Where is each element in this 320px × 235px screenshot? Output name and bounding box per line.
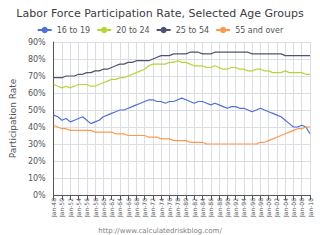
svg-text:0%: 0%	[33, 191, 46, 200]
svg-text:Jan-98: Jan-98	[257, 198, 265, 218]
svg-text:Jan-80: Jan-80	[182, 198, 190, 218]
svg-text:50%: 50%	[28, 106, 46, 115]
svg-text:Jan-48: Jan-48	[50, 198, 58, 218]
svg-text:Jan-54: Jan-54	[75, 198, 83, 218]
svg-text:Jan-64: Jan-64	[116, 198, 124, 218]
svg-text:60%: 60%	[28, 89, 46, 98]
svg-text:Jan-96: Jan-96	[249, 198, 257, 218]
svg-text:Jan-74: Jan-74	[158, 198, 166, 218]
svg-text:Jan-86: Jan-86	[207, 198, 215, 218]
svg-text:Jan-94: Jan-94	[240, 198, 248, 218]
svg-text:Jan-56: Jan-56	[83, 198, 91, 218]
svg-text:Jan-58: Jan-58	[92, 198, 100, 218]
svg-text:Jan-70: Jan-70	[141, 198, 149, 218]
svg-text:55 and over: 55 and over	[235, 26, 284, 35]
svg-text:20 to 24: 20 to 24	[116, 26, 149, 35]
svg-text:Jan-84: Jan-84	[199, 198, 207, 218]
svg-text:Jan-62: Jan-62	[108, 198, 116, 218]
svg-text:http://www.calculatedriskblog.: http://www.calculatedriskblog.com/	[98, 227, 222, 235]
svg-text:Jan-52: Jan-52	[67, 198, 75, 218]
svg-text:90%: 90%	[28, 38, 46, 47]
svg-text:16 to 19: 16 to 19	[57, 26, 90, 35]
svg-text:Jan-82: Jan-82	[191, 198, 199, 218]
svg-text:Jan-08: Jan-08	[298, 198, 306, 218]
svg-text:Jan-50: Jan-50	[58, 198, 66, 218]
svg-text:20%: 20%	[28, 157, 46, 166]
svg-text:Jan-06: Jan-06	[290, 198, 298, 218]
svg-text:Jan-68: Jan-68	[133, 198, 141, 218]
svg-text:30%: 30%	[28, 140, 46, 149]
svg-text:Jan-78: Jan-78	[174, 198, 182, 218]
svg-text:Jan-66: Jan-66	[125, 198, 133, 218]
svg-text:Jan-00: Jan-00	[265, 198, 273, 218]
svg-text:Jan-88: Jan-88	[216, 198, 224, 218]
svg-text:Jan-10: Jan-10	[307, 198, 315, 218]
svg-text:Jan-90: Jan-90	[224, 198, 232, 218]
svg-text:70%: 70%	[28, 72, 46, 81]
svg-text:Jan-60: Jan-60	[100, 198, 108, 218]
svg-text:Jan-72: Jan-72	[149, 198, 157, 218]
svg-text:10%: 10%	[28, 174, 46, 183]
svg-text:Jan-92: Jan-92	[232, 198, 240, 218]
svg-text:Labor Force Participation Rate: Labor Force Participation Rate, Selected…	[16, 7, 304, 20]
svg-text:25 to 54: 25 to 54	[176, 26, 209, 35]
svg-text:40%: 40%	[28, 123, 46, 132]
svg-text:80%: 80%	[28, 55, 46, 64]
svg-text:Jan-76: Jan-76	[166, 198, 174, 218]
svg-text:Jan-04: Jan-04	[282, 198, 290, 218]
svg-text:Jan-02: Jan-02	[273, 198, 281, 218]
svg-text:Participation Rate: Participation Rate	[8, 78, 18, 158]
